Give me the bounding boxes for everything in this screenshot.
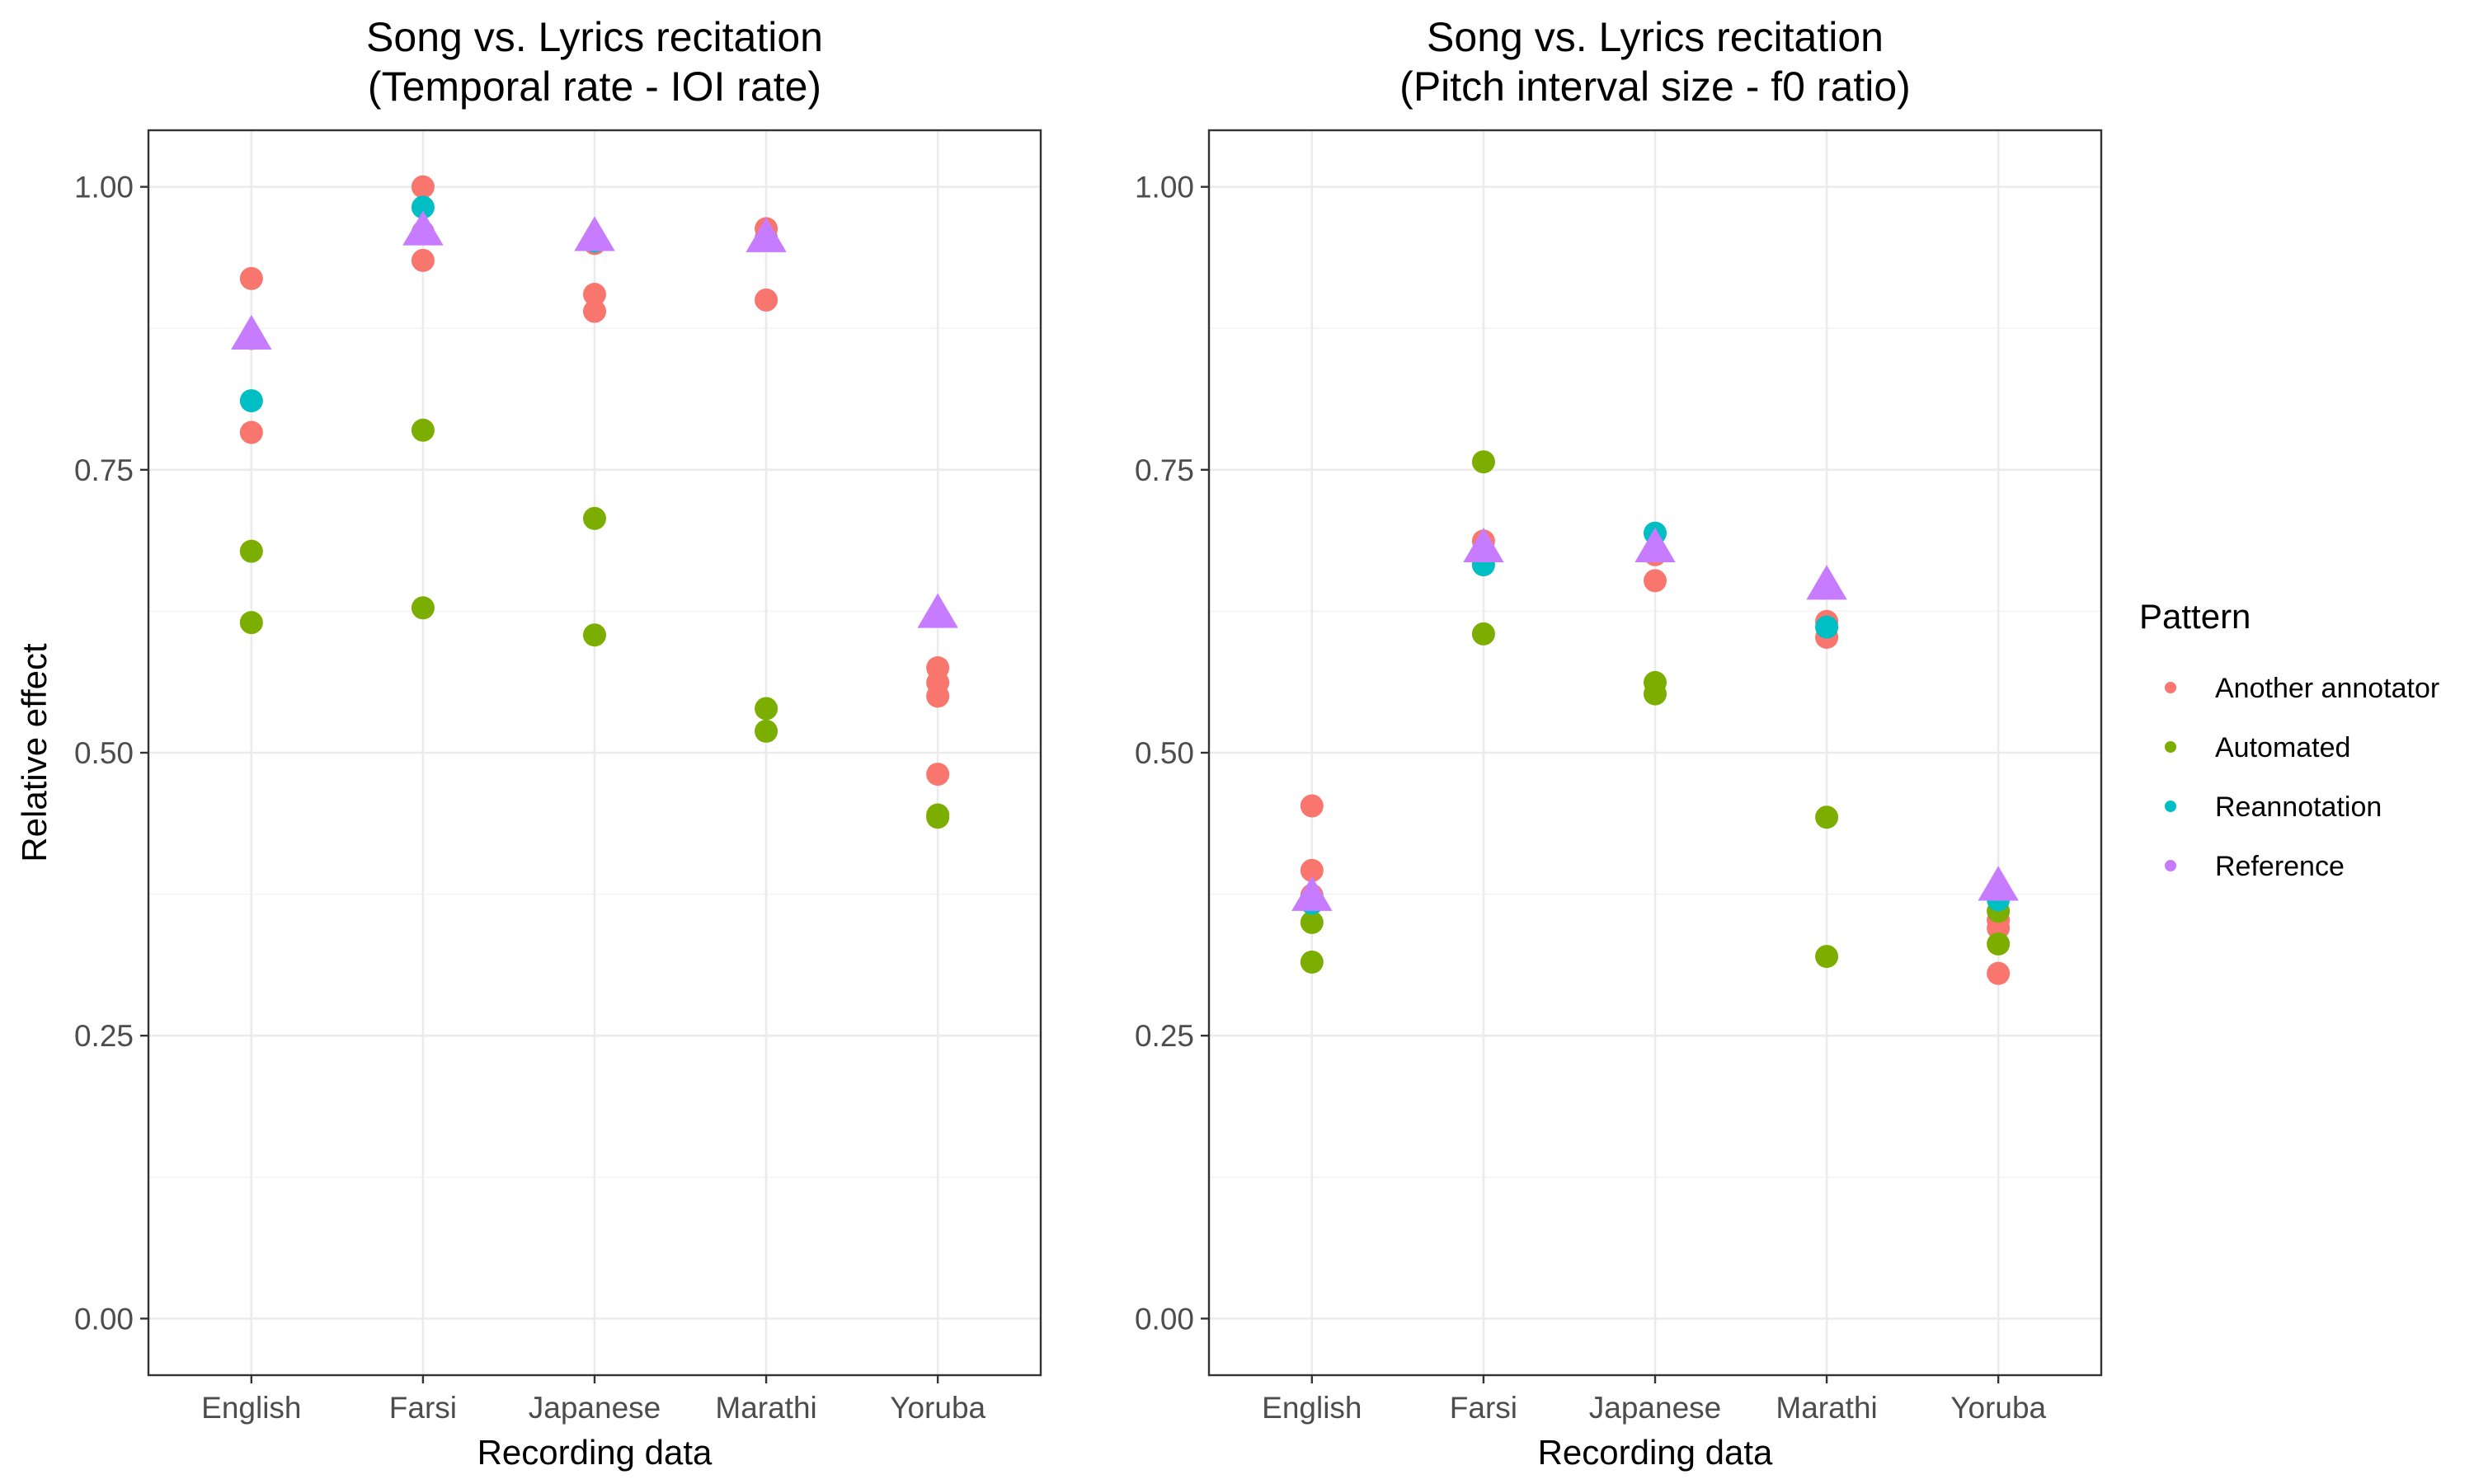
chart-title-line: Song vs. Lyrics recitation <box>1427 14 1884 60</box>
legend-item: Automated <box>2165 732 2350 763</box>
x-tick-label: Farsi <box>389 1391 457 1425</box>
data-point <box>1300 858 1324 882</box>
legend-item: Reannotation <box>2165 791 2382 823</box>
data-point <box>239 539 263 563</box>
data-point-triangle <box>1463 527 1504 563</box>
legend-label: Automated <box>2215 732 2350 763</box>
data-point-triangle <box>1806 565 1847 600</box>
data-points <box>1291 450 2019 985</box>
y-tick-label: 0.75 <box>1135 453 1194 487</box>
y-tick-label: 0.00 <box>1135 1302 1194 1336</box>
x-tick-label: Japanese <box>529 1391 661 1425</box>
data-point <box>1987 932 2011 956</box>
x-tick-label: English <box>201 1391 301 1425</box>
data-point <box>239 420 263 444</box>
data-point <box>1987 916 2011 940</box>
data-point-triangle <box>402 210 444 246</box>
data-point <box>1300 950 1324 974</box>
y-tick-label: 1.00 <box>1135 171 1194 204</box>
y-tick-label: 0.75 <box>74 453 134 487</box>
x-tick-label: Marathi <box>1776 1391 1877 1425</box>
panel-2: 0.00 0.25 0.50 0.75 1.00 English Farsi Japanese… <box>1135 14 2103 1472</box>
legend-key-icon <box>2165 682 2176 693</box>
y-tick-label: 1.00 <box>74 171 134 204</box>
x-axis-title: Recording data <box>477 1433 713 1472</box>
data-point <box>926 684 950 708</box>
data-point-triangle <box>1634 527 1676 563</box>
data-point <box>583 506 606 530</box>
panels: 0.00 0.25 0.50 0.75 1.00 English Farsi Japanese… <box>15 14 2103 1472</box>
data-point <box>1815 805 1839 829</box>
data-point <box>1815 615 1839 639</box>
series-reference <box>1291 527 2019 911</box>
x-tick-label: Farsi <box>1450 1391 1517 1425</box>
data-point <box>239 611 263 635</box>
data-point-triangle <box>574 216 615 251</box>
x-tick-label: English <box>1262 1391 1362 1425</box>
data-point <box>1300 910 1324 934</box>
data-point <box>1987 961 2011 985</box>
data-point <box>926 805 950 829</box>
data-point <box>755 697 778 721</box>
data-point-triangle <box>1291 876 1333 911</box>
y-tick-label: 0.50 <box>1135 736 1194 770</box>
data-point <box>411 195 435 219</box>
x-axis-title: Recording data <box>1538 1433 1773 1472</box>
data-point-triangle <box>231 314 272 350</box>
legend-key-icon <box>2165 860 2176 871</box>
x-tick-label: Japanese <box>1589 1391 1721 1425</box>
y-tick-label: 0.25 <box>1135 1019 1194 1053</box>
x-tick-label: Marathi <box>715 1391 816 1425</box>
data-point <box>411 418 435 442</box>
chart-title-line: (Temporal rate - IOI rate) <box>368 63 821 110</box>
data-point <box>583 623 606 647</box>
series-reference <box>231 210 958 628</box>
panel-1: 0.00 0.25 0.50 0.75 1.00 English Farsi Japanese… <box>15 14 1042 1472</box>
chart-title: Song vs. Lyrics recitation (Pitch interva… <box>1399 14 1911 110</box>
data-point <box>926 763 950 787</box>
x-tick-label: Yoruba <box>890 1391 985 1425</box>
x-tick-label: Yoruba <box>1950 1391 2046 1425</box>
data-point <box>1471 622 1495 646</box>
data-point <box>583 299 606 323</box>
y-axis-title: Relative effect <box>15 643 54 862</box>
legend: Pattern Another annotator Automated Reannot… <box>2139 597 2439 882</box>
data-point-triangle <box>745 217 787 252</box>
data-point <box>239 389 263 413</box>
legend-item: Reference <box>2165 851 2345 882</box>
data-point <box>239 266 263 290</box>
data-point <box>755 288 778 312</box>
data-point-triangle <box>917 593 958 628</box>
legend-label: Another annotator <box>2215 673 2439 704</box>
data-point-triangle <box>1978 866 2019 901</box>
chart-title-line: (Pitch interval size - f0 ratio) <box>1399 63 1911 110</box>
data-point <box>411 175 435 199</box>
data-point <box>1644 682 1667 706</box>
data-point <box>755 719 778 743</box>
legend-item: Another annotator <box>2165 673 2439 704</box>
y-tick-label: 0.25 <box>74 1019 134 1053</box>
data-point <box>1471 450 1495 474</box>
data-point <box>1644 569 1667 593</box>
data-point <box>411 248 435 272</box>
data-point <box>1815 945 1839 969</box>
legend-label: Reannotation <box>2215 791 2382 823</box>
data-points <box>231 175 958 829</box>
data-point <box>1300 794 1324 818</box>
chart-title-line: Song vs. Lyrics recitation <box>366 14 823 60</box>
chart-title: Song vs. Lyrics recitation (Temporal rate… <box>366 14 823 110</box>
legend-title: Pattern <box>2139 597 2251 636</box>
data-point <box>583 283 606 307</box>
y-tick-label: 0.00 <box>74 1302 134 1336</box>
legend-key-icon <box>2165 801 2176 812</box>
y-tick-label: 0.50 <box>74 736 134 770</box>
data-point <box>411 596 435 620</box>
legend-key-icon <box>2165 741 2176 753</box>
legend-label: Reference <box>2215 851 2345 882</box>
series-automated <box>239 418 950 829</box>
